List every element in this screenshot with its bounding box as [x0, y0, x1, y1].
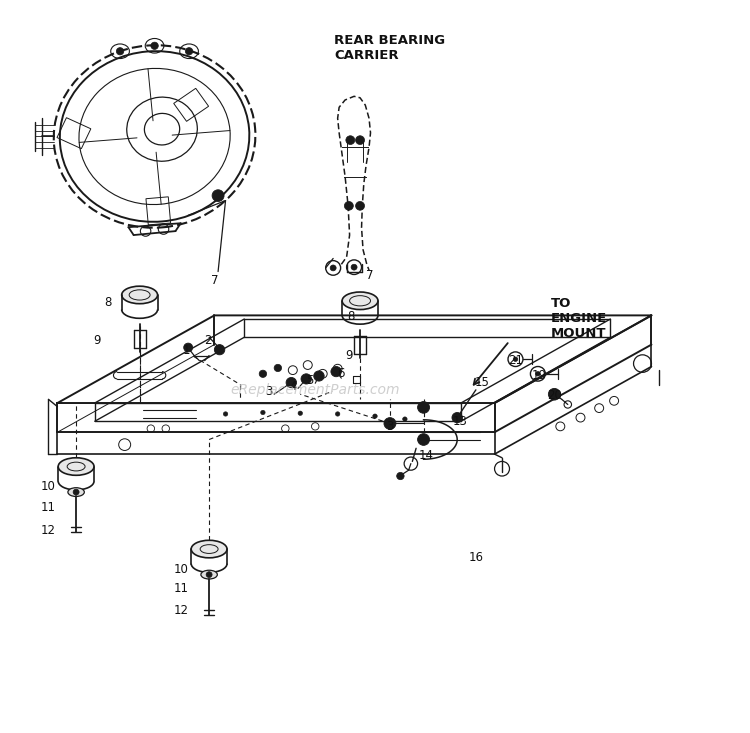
Circle shape: [206, 572, 212, 578]
Circle shape: [214, 345, 225, 355]
Text: 3: 3: [386, 420, 394, 433]
Text: 3: 3: [266, 385, 272, 398]
Circle shape: [116, 48, 124, 55]
Text: 10: 10: [41, 481, 56, 493]
Text: 9: 9: [93, 334, 100, 347]
Text: 8: 8: [104, 295, 111, 309]
Text: REAR BEARING
CARRIER: REAR BEARING CARRIER: [334, 34, 445, 62]
Bar: [146, 197, 171, 225]
Circle shape: [418, 434, 430, 446]
Text: 13: 13: [453, 415, 467, 428]
Circle shape: [346, 136, 355, 144]
Circle shape: [356, 136, 364, 144]
Text: 12: 12: [41, 524, 56, 537]
Circle shape: [260, 370, 267, 377]
Circle shape: [384, 418, 396, 430]
Text: eReplacementParts.com: eReplacementParts.com: [230, 383, 400, 397]
Circle shape: [397, 472, 404, 479]
Circle shape: [548, 388, 560, 400]
Text: 8: 8: [347, 310, 355, 323]
Ellipse shape: [201, 570, 217, 579]
Text: 12: 12: [173, 604, 188, 617]
Circle shape: [301, 374, 311, 384]
Text: 10: 10: [173, 563, 188, 576]
Bar: [57, 118, 91, 149]
Circle shape: [513, 357, 517, 361]
Text: 15: 15: [475, 376, 489, 389]
Text: 1: 1: [183, 344, 190, 357]
Text: 9: 9: [345, 349, 352, 362]
Circle shape: [536, 372, 540, 376]
Text: 16: 16: [468, 551, 483, 564]
Circle shape: [452, 413, 463, 423]
Ellipse shape: [68, 487, 84, 496]
Circle shape: [351, 265, 357, 270]
Text: 19: 19: [532, 369, 547, 382]
Circle shape: [330, 265, 336, 270]
Text: 5: 5: [306, 374, 314, 387]
Ellipse shape: [122, 286, 158, 303]
Circle shape: [73, 489, 79, 495]
Text: 6: 6: [338, 367, 345, 380]
Text: TO
ENGINE
MOUNT: TO ENGINE MOUNT: [550, 297, 607, 340]
Circle shape: [286, 377, 296, 388]
Circle shape: [356, 202, 364, 210]
Circle shape: [335, 412, 340, 416]
Circle shape: [184, 343, 193, 352]
Circle shape: [314, 371, 324, 381]
Circle shape: [418, 402, 430, 413]
Circle shape: [224, 412, 228, 416]
Text: 11: 11: [173, 582, 188, 595]
Circle shape: [373, 414, 377, 419]
Circle shape: [261, 410, 266, 415]
Bar: [174, 89, 208, 122]
Text: 14: 14: [419, 449, 434, 462]
Circle shape: [274, 364, 281, 372]
Text: 7: 7: [211, 274, 218, 287]
Text: 21: 21: [508, 354, 523, 367]
Text: 4: 4: [289, 380, 296, 393]
Ellipse shape: [191, 540, 227, 558]
Ellipse shape: [58, 458, 94, 475]
Circle shape: [185, 48, 193, 55]
Text: 20: 20: [547, 389, 562, 402]
Circle shape: [212, 190, 224, 202]
Circle shape: [331, 366, 341, 377]
Circle shape: [298, 411, 302, 416]
Text: 7: 7: [366, 269, 374, 281]
Circle shape: [403, 417, 407, 421]
Text: 11: 11: [41, 501, 56, 514]
Circle shape: [344, 202, 353, 210]
Text: 2: 2: [205, 334, 212, 347]
Ellipse shape: [342, 292, 378, 309]
Circle shape: [151, 42, 158, 49]
